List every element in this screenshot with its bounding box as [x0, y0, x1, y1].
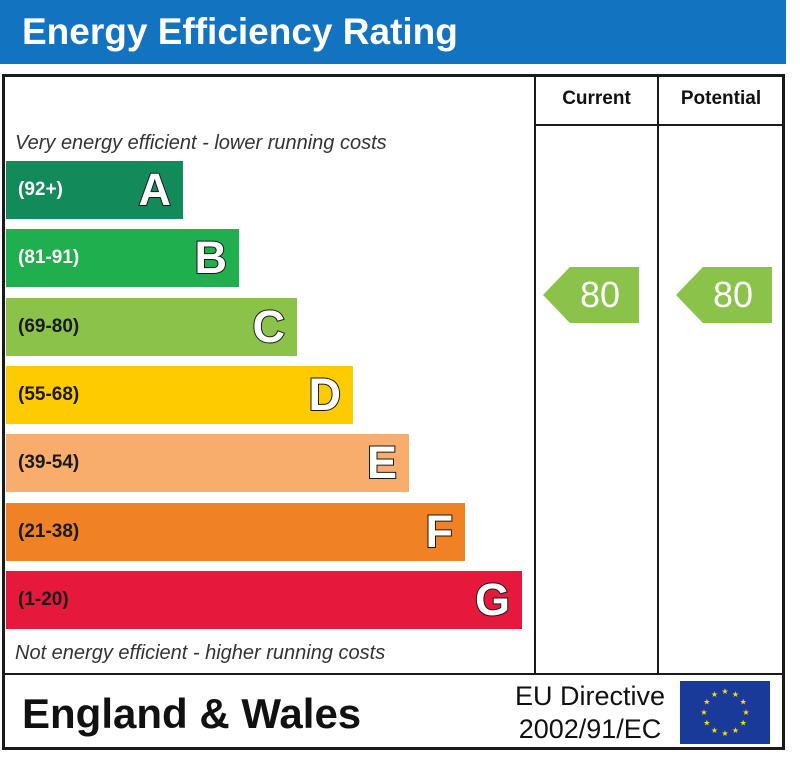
divider-current [534, 76, 536, 674]
potential-rating-value: 80 [712, 274, 754, 315]
title-bar: Energy Efficiency Rating [0, 0, 786, 64]
footer-divider [4, 673, 784, 675]
band-b: (81-91) B [6, 229, 239, 288]
band-range-label: (69-80) [18, 315, 80, 337]
band-range-label: (92+) [18, 179, 63, 200]
band-range-label: (81-91) [18, 247, 80, 269]
bottom-caption: Not energy efficient - higher running co… [15, 642, 386, 664]
band-letter: C [252, 300, 286, 353]
band-range-label: (55-68) [18, 383, 80, 405]
chart-title: Energy Efficiency Rating [22, 11, 458, 52]
eu-stars: ★ ★★★★★★★★★★★ [700, 687, 749, 738]
star-icon: ★ [740, 698, 747, 707]
top-caption: Very energy efficient - lower running co… [15, 132, 387, 154]
band-letter: D [308, 368, 342, 421]
band-g: (1-20) G [6, 570, 522, 629]
column-header-current: Current [562, 88, 631, 109]
directive-line2: 2002/91/EC [518, 714, 662, 744]
eu-directive: EU Directive 2002/91/EC [510, 680, 670, 746]
current-rating-arrow: 80 [543, 267, 639, 323]
potential-rating-arrow: 80 [676, 267, 772, 323]
rating-frame [2, 74, 785, 750]
band-range-label: (1-20) [18, 588, 69, 610]
band-letter: G [474, 573, 511, 626]
star-icon: ★ [721, 687, 728, 696]
star-icon: ★ [700, 708, 707, 717]
band-letter: B [194, 231, 228, 284]
star-icon: ★ [742, 708, 749, 717]
band-range-label: (39-54) [18, 452, 80, 474]
band-letter: F [425, 505, 454, 558]
band-c: (69-80) C [6, 297, 297, 356]
star-icon: ★ [732, 726, 739, 735]
directive-line1: EU Directive [514, 681, 666, 711]
star-icon: ★ [711, 726, 718, 735]
band-e: (39-54) E [6, 434, 409, 493]
divider-potential [657, 76, 659, 674]
star-icon: ★ [740, 719, 747, 728]
eu-flag-icon: ★ ★ ★ ★ ★ ★ ★ ★ ★ ★ ★ ★ [680, 681, 770, 744]
star-icon: ★ [711, 690, 718, 699]
star-icon: ★ [721, 729, 728, 738]
current-rating-value: 80 [579, 274, 621, 315]
band-letter: A [138, 163, 172, 216]
header-divider [534, 124, 784, 126]
band-a: (92+) A [6, 161, 183, 219]
band-d: (55-68) D [6, 365, 353, 424]
band-letter: E [366, 436, 398, 489]
star-icon: ★ [703, 698, 710, 707]
band-f: (21-38) F [6, 502, 465, 561]
star-icon: ★ [703, 719, 710, 728]
column-header-potential: Potential [680, 88, 762, 109]
band-range-label: (21-38) [18, 520, 80, 542]
star-icon: ★ [732, 690, 739, 699]
region-label: England & Wales [22, 690, 362, 737]
